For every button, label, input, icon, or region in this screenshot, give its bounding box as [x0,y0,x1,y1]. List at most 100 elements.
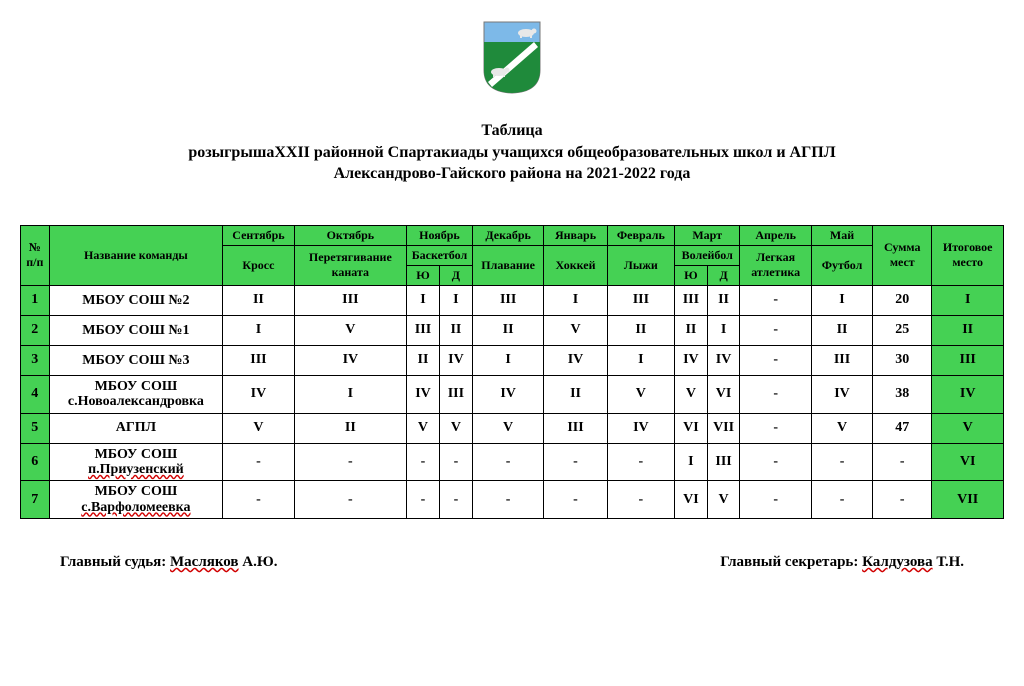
cell: IV [707,345,740,375]
cell: VI [932,443,1004,481]
team-name: АГПЛ [49,413,223,443]
cell: IV [675,345,708,375]
cell: V [439,413,472,443]
col-sport-sep: Кросс [223,245,294,285]
cell: III [544,413,607,443]
cell: I [472,345,543,375]
col-sport-may: Футбол [811,245,872,285]
cell: VI [675,413,708,443]
col-month-apr: Апрель [740,225,811,245]
cell: V [932,413,1004,443]
cell: I [294,375,406,413]
cell: - [607,443,674,481]
col-month-dec: Декабрь [472,225,543,245]
cell: II [607,315,674,345]
cell: VII [932,481,1004,519]
table-row: 4МБОУ СОШс.НовоалександровкаIVIIVIIIIVII… [21,375,1004,413]
cell: - [811,443,872,481]
cell: I [407,285,440,315]
col-mar-d: Д [707,265,740,285]
cell: - [294,443,406,481]
team-name: МБОУ СОШс.Варфоломеевка [49,481,223,519]
judge-name: Масляков [170,554,239,570]
row-number: 1 [21,285,50,315]
cell: IV [811,375,872,413]
footer: Главный судья: Масляков А.Ю. Главный сек… [20,554,1004,571]
cell: V [472,413,543,443]
team-name: МБОУ СОШп.Приузенский [49,443,223,481]
cell: VII [707,413,740,443]
cell: 20 [873,285,932,315]
col-month-oct: Октябрь [294,225,406,245]
col-sport-feb: Лыжи [607,245,674,285]
cell: V [707,481,740,519]
cell: - [472,481,543,519]
cell: - [407,443,440,481]
cell: III [675,285,708,315]
table-row: 7МБОУ СОШс.Варфоломеевка-------VIV---VII [21,481,1004,519]
cell: III [223,345,294,375]
col-sport-apr: Легкая атлетика [740,245,811,285]
row-number: 3 [21,345,50,375]
standings-table: № п/п Название команды Сентябрь Октябрь … [20,225,1004,519]
cell: IV [472,375,543,413]
table-row: 2МБОУ СОШ №1IVIIIIIIIVIIIII-II25II [21,315,1004,345]
cell: III [439,375,472,413]
cell: - [740,481,811,519]
col-month-nov: Ноябрь [407,225,473,245]
cell: III [294,285,406,315]
cell: V [223,413,294,443]
cell: V [607,375,674,413]
col-month-jan: Январь [544,225,607,245]
col-mar-yu: Ю [675,265,708,285]
cell: III [932,345,1004,375]
cell: II [294,413,406,443]
cell: - [407,481,440,519]
row-number: 7 [21,481,50,519]
table-row: 1МБОУ СОШ №2IIIIIIIIIIIIIIIIIII-I20I [21,285,1004,315]
chief-secretary: Главный секретарь: Калдузова Т.Н. [720,554,964,571]
cell: - [439,443,472,481]
cell: - [294,481,406,519]
emblem [20,20,1004,95]
sec-name: Калдузова [862,554,932,570]
cell: V [811,413,872,443]
cell: II [472,315,543,345]
cell: 47 [873,413,932,443]
cell: IV [607,413,674,443]
col-nov-d: Д [439,265,472,285]
col-sport-nov: Баскетбол [407,245,473,265]
cell: III [407,315,440,345]
cell: V [407,413,440,443]
cell: - [472,443,543,481]
col-sport-mar: Волейбол [675,245,740,265]
table-row: 3МБОУ СОШ №3IIIIVIIIVIIVIIVIV-III30III [21,345,1004,375]
cell: I [675,443,708,481]
row-number: 5 [21,413,50,443]
table-row: 6МБОУ СОШп.Приузенский-------IIII---VI [21,443,1004,481]
row-number: 4 [21,375,50,413]
cell: - [811,481,872,519]
cell: I [607,345,674,375]
cell: II [811,315,872,345]
cell: - [607,481,674,519]
cell: V [675,375,708,413]
cell: IV [544,345,607,375]
col-month-mar: Март [675,225,740,245]
cell: - [544,443,607,481]
cell: II [932,315,1004,345]
cell: III [472,285,543,315]
cell: II [544,375,607,413]
title-line-2: розыгрышаXXII районной Спартакиады учащи… [20,142,1004,164]
team-name: МБОУ СОШ №3 [49,345,223,375]
cell: I [223,315,294,345]
cell: I [544,285,607,315]
row-number: 2 [21,315,50,345]
cell: - [223,443,294,481]
col-sum: Сумма мест [873,225,932,285]
cell: - [439,481,472,519]
col-month-feb: Февраль [607,225,674,245]
chief-judge: Главный судья: Масляков А.Ю. [60,554,278,571]
cell: V [294,315,406,345]
sec-label: Главный секретарь: [720,554,862,570]
